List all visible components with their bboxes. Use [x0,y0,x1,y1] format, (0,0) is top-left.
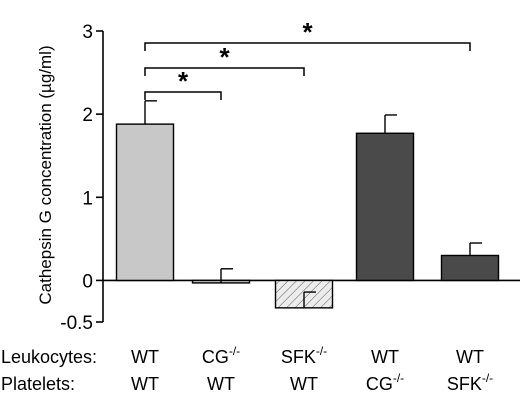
leukocytes-label: WT [131,347,159,367]
leukocytes-row-label: Leukocytes: [1,347,97,367]
y-tick-label: 1 [82,188,93,209]
significance-brackets: * * * [144,17,471,100]
leukocytes-label: WT [371,347,399,367]
leukocytes-label: WT [456,347,484,367]
platelets-label: CG-/- [366,371,404,394]
bar [115,123,175,282]
category-labels: Leukocytes: Platelets: WT WT CG-/- WT SFK-/- WT… [1,344,493,394]
y-tick-label: 0 [82,271,93,292]
significance-star: * [302,17,313,47]
leukocytes-label: SFK-/- [281,344,327,367]
significance-bracket [144,42,471,51]
leukocytes-label: CG-/- [202,344,240,367]
platelets-label: SFK-/- [447,371,493,394]
bar [355,132,415,282]
platelets-label: WT [290,374,318,394]
y-axis-label: Cathepsin G concentration (µg/ml) [36,45,55,304]
bars [115,100,500,309]
significance-bracket [144,91,222,100]
platelets-label: WT [131,374,159,394]
y-tick-label: -0.5 [60,313,93,334]
significance-bracket [144,67,305,76]
platelets-label: WT [207,374,235,394]
y-tick-label: 3 [82,22,93,43]
significance-star: * [219,42,230,72]
y-tick-label: 2 [82,105,93,126]
bar [440,254,500,282]
significance-star: * [178,66,189,96]
platelets-row-label: Platelets: [1,374,75,394]
